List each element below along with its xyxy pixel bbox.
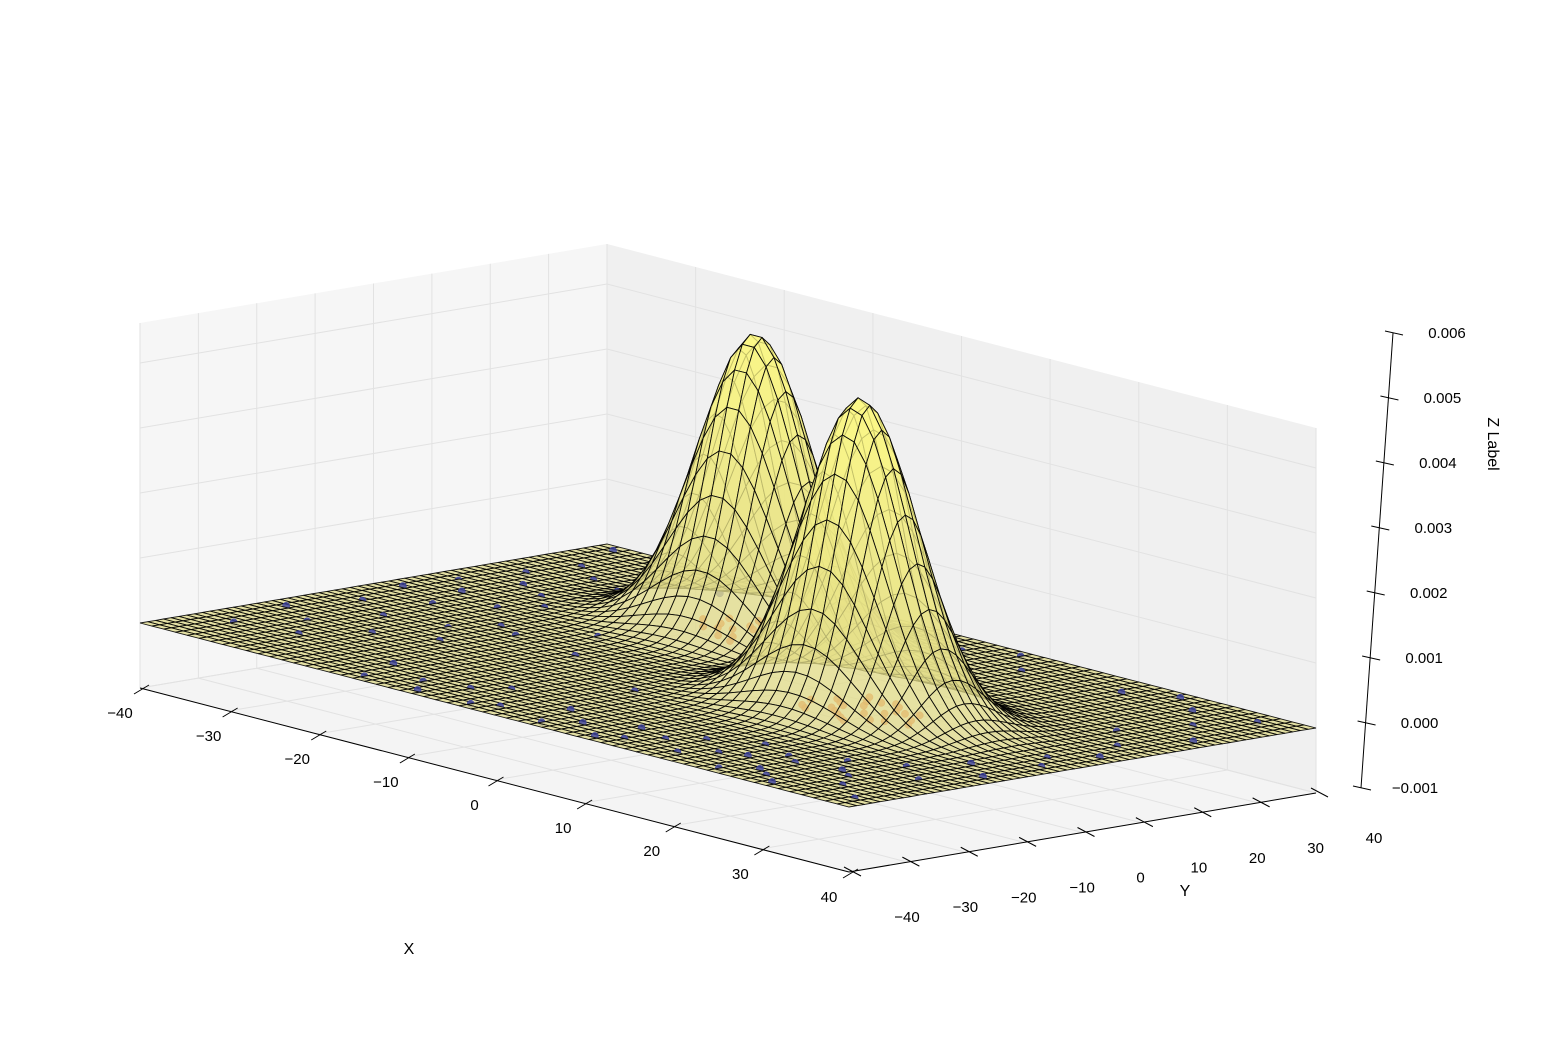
x-tick-label: 30 bbox=[732, 866, 749, 883]
y-tick-label: 20 bbox=[1249, 850, 1266, 867]
pane-grid-z bbox=[139, 413, 1317, 599]
z-tick-label: 0.006 bbox=[1428, 325, 1466, 342]
y-tick bbox=[1194, 807, 1212, 818]
x-tick-label: −10 bbox=[373, 774, 398, 791]
pane-grid-z bbox=[139, 478, 1317, 664]
z-tick-label: 0.000 bbox=[1401, 715, 1439, 732]
y-tick-label: −30 bbox=[953, 899, 978, 916]
y-tick-label: 30 bbox=[1307, 840, 1324, 857]
x-tick bbox=[842, 868, 859, 879]
y-tick bbox=[843, 866, 862, 877]
y-tick bbox=[1135, 817, 1154, 828]
z-tick-label: 0.001 bbox=[1405, 650, 1443, 667]
z-tick bbox=[1357, 720, 1376, 726]
x-tick bbox=[754, 845, 770, 856]
y-tick-label: 40 bbox=[1366, 830, 1383, 847]
y-tick-label: 10 bbox=[1191, 860, 1208, 877]
x-tick bbox=[310, 730, 327, 741]
x-tick bbox=[222, 707, 238, 718]
z-axis-label: Z Label bbox=[1484, 417, 1501, 470]
z-tick bbox=[1366, 590, 1385, 596]
z-tick-label: 0.005 bbox=[1424, 390, 1462, 407]
y-axis-label: Y bbox=[1180, 883, 1191, 900]
floor-grid-x bbox=[760, 769, 1228, 850]
z-tick-label: 0.004 bbox=[1419, 455, 1457, 472]
y-axis-line bbox=[848, 792, 1317, 873]
z-tick bbox=[1375, 460, 1394, 466]
y-tick-label: −40 bbox=[894, 909, 919, 926]
y-tick bbox=[960, 846, 978, 857]
x-tick-label: 0 bbox=[470, 797, 478, 814]
z-axis-line bbox=[1360, 332, 1394, 789]
x-tick-label: 40 bbox=[821, 889, 838, 906]
z-tick-label: 0.002 bbox=[1410, 585, 1448, 602]
x-tick-label: 20 bbox=[643, 843, 660, 860]
x-tick-label: 10 bbox=[555, 820, 572, 837]
y-tick bbox=[1077, 827, 1095, 837]
y-tick bbox=[1252, 797, 1270, 808]
axis-lines bbox=[139, 332, 1394, 873]
y-tick bbox=[902, 856, 920, 867]
pane-grid-z bbox=[139, 283, 1317, 469]
y-tick-label: 0 bbox=[1136, 870, 1144, 887]
x-tick-label: −20 bbox=[285, 751, 310, 768]
x-tick-label: −40 bbox=[107, 705, 132, 722]
x-tick bbox=[576, 799, 593, 810]
z-tick-label: −0.001 bbox=[1392, 780, 1438, 797]
y-tick bbox=[1310, 787, 1329, 798]
z-tick-label: 0.003 bbox=[1415, 520, 1453, 537]
x-axis-label: X bbox=[404, 941, 415, 958]
x-tick bbox=[133, 684, 150, 695]
x-tick-label: −30 bbox=[196, 728, 221, 745]
surface-and-points bbox=[139, 333, 1317, 808]
x-tick bbox=[665, 822, 682, 833]
tick-marks bbox=[133, 330, 1404, 879]
y-tick-label: −10 bbox=[1069, 879, 1094, 896]
y-tick bbox=[1018, 836, 1037, 847]
x-tick bbox=[488, 776, 504, 787]
z-tick bbox=[1380, 395, 1399, 401]
z-tick bbox=[1371, 525, 1390, 531]
x-axis-line bbox=[139, 687, 850, 873]
x-tick bbox=[399, 753, 416, 764]
z-tick bbox=[1362, 655, 1381, 661]
y-tick-label: −20 bbox=[1011, 889, 1036, 906]
pane-grid-z bbox=[139, 348, 1317, 534]
z-tick bbox=[1384, 330, 1404, 336]
tick-labels: −40 −30 −20 −10 0 10 20 30 40 −40 −30 −20 −10 0 10 20 30… bbox=[107, 325, 1466, 926]
z-tick bbox=[1352, 785, 1372, 791]
